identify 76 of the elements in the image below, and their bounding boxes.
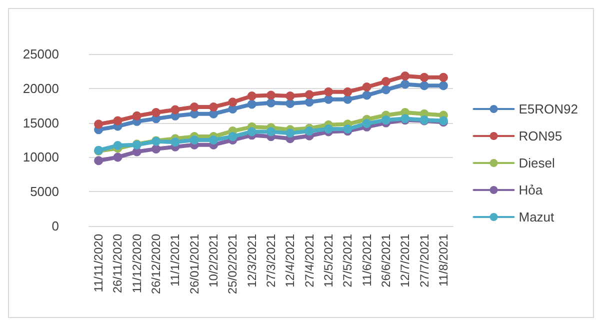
point (381, 116, 390, 125)
point (113, 116, 122, 126)
point (266, 127, 276, 136)
point (286, 128, 295, 138)
point (170, 105, 180, 114)
x-tick-label: 10/2/2021 (206, 234, 221, 288)
point (304, 98, 314, 107)
point (438, 72, 448, 82)
y-tick-label: 10000 (22, 150, 59, 165)
x-tick-label: 12/5/2021 (321, 234, 336, 288)
point (343, 87, 352, 96)
point (94, 120, 104, 129)
x-tick-label: 12/7/2021 (398, 234, 412, 288)
point (304, 126, 314, 136)
point (324, 124, 333, 134)
point (381, 85, 390, 94)
point (113, 141, 122, 150)
point (266, 98, 276, 108)
point (438, 81, 448, 90)
x-tick-label: 26/01/2021 (187, 234, 202, 294)
x-tick-label: 11/6/2021 (360, 234, 374, 286)
point (247, 127, 256, 136)
point (170, 138, 180, 147)
point (362, 90, 372, 100)
x-tick-label: 11/12/2020 (130, 234, 144, 294)
legend-label: Diesel (518, 156, 555, 170)
point (343, 124, 352, 134)
x-tick-label: 27/7/2021 (417, 234, 432, 288)
point (286, 91, 295, 100)
legend-label: Mazut (518, 210, 555, 224)
x-tick-label: 12/4/2021 (283, 234, 298, 288)
y-tick-label: 15000 (22, 115, 59, 130)
point (286, 99, 295, 108)
point (400, 80, 410, 89)
point (132, 111, 142, 120)
point (152, 108, 161, 117)
x-tick-label: 26/11/2020 (110, 234, 125, 294)
legend-label: Hỏa (518, 182, 544, 198)
legend-label: E5RON92 (518, 102, 578, 116)
point (266, 90, 276, 100)
point (324, 87, 333, 96)
x-tick-label: 27/3/2021 (264, 234, 278, 288)
legend-label: RON95 (518, 128, 562, 144)
point (420, 72, 429, 82)
point (94, 156, 104, 166)
x-tick-label: 11/1/2021 (168, 234, 182, 286)
point (209, 136, 218, 144)
point (190, 102, 199, 112)
x-tick-label: 27/4/2021 (302, 234, 316, 288)
point (420, 81, 429, 90)
x-tick-label: 27/5/2021 (340, 234, 355, 288)
x-tick-label: 11/11/2020 (92, 234, 106, 292)
x-tick-label: 26/6/2021 (378, 234, 393, 288)
y-tick-label: 25000 (22, 46, 59, 62)
x-tick-label: 12/3/2021 (244, 234, 259, 288)
point (190, 136, 199, 144)
x-tick-label: 25/02/2021 (226, 234, 240, 294)
point (324, 94, 333, 104)
point (362, 118, 372, 128)
y-tick-label: 0 (52, 218, 59, 234)
point (228, 132, 238, 142)
point (152, 144, 161, 154)
point (113, 152, 122, 162)
x-tick-label: 26/12/2020 (149, 234, 164, 294)
point (209, 102, 218, 112)
point (304, 90, 314, 100)
point (362, 82, 372, 92)
point (247, 100, 256, 109)
x-tick-label: 11/8/2021 (436, 234, 450, 286)
point (228, 98, 238, 107)
point (343, 94, 352, 104)
point (381, 77, 390, 86)
point (400, 72, 410, 81)
point (247, 91, 256, 100)
y-tick-label: 20000 (22, 80, 59, 96)
y-tick-label: 5000 (30, 184, 59, 200)
